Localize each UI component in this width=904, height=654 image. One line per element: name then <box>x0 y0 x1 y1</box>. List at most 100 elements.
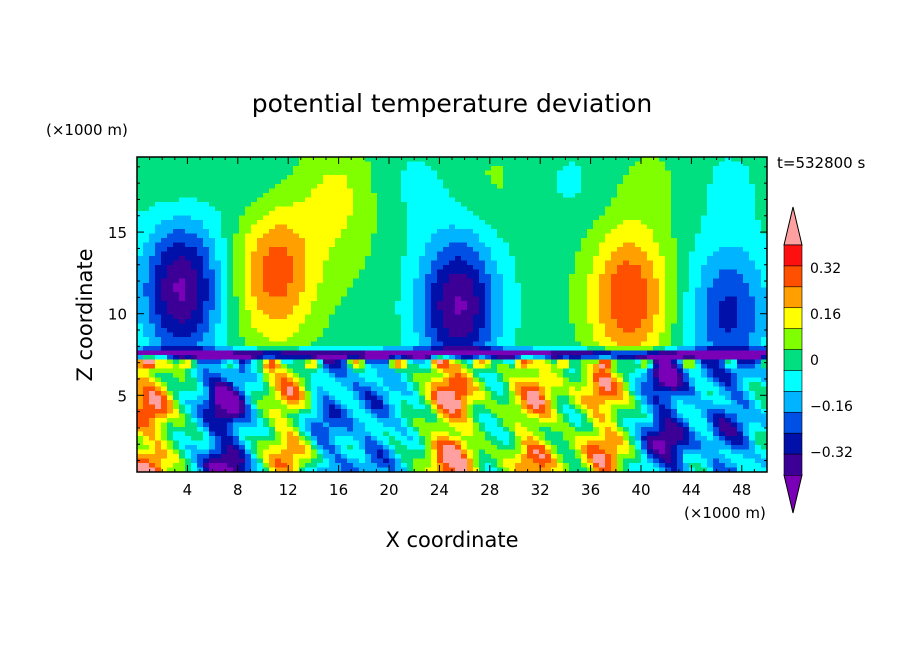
field-cell <box>251 454 258 460</box>
field-cell <box>179 224 186 230</box>
field-cell <box>557 161 564 167</box>
field-cell <box>413 247 420 253</box>
field-cell <box>401 283 408 289</box>
field-cell <box>179 310 186 316</box>
field-cell <box>275 220 282 226</box>
field-cell <box>293 328 300 334</box>
field-cell <box>479 395 486 401</box>
field-cell <box>515 413 522 419</box>
field-cell <box>545 458 552 464</box>
field-cell <box>539 431 546 437</box>
field-cell <box>245 400 252 406</box>
field-cell <box>239 386 246 392</box>
field-cell <box>533 319 540 325</box>
field-cell <box>521 332 528 338</box>
field-cell <box>275 458 282 464</box>
field-cell <box>509 382 516 388</box>
field-cell <box>503 368 510 374</box>
field-cell <box>497 355 504 361</box>
field-cell <box>557 202 564 208</box>
field-cell <box>209 422 216 428</box>
field-cell <box>359 157 366 163</box>
field-cell <box>425 287 432 293</box>
field-cell <box>233 346 240 352</box>
field-cell <box>275 427 282 433</box>
field-cell <box>155 413 162 419</box>
field-cell <box>263 283 270 289</box>
field-cell <box>377 283 384 289</box>
field-cell <box>257 229 264 235</box>
field-cell <box>419 359 426 365</box>
field-cell <box>341 256 348 262</box>
field-cell <box>413 184 420 190</box>
field-cell <box>533 175 540 181</box>
field-cell <box>383 292 390 298</box>
field-cell <box>221 265 228 271</box>
field-cell <box>245 260 252 266</box>
field-cell <box>437 373 444 379</box>
field-cell <box>527 224 534 230</box>
field-cell <box>383 188 390 194</box>
field-cell <box>257 170 264 176</box>
field-cell <box>377 328 384 334</box>
field-cell <box>365 332 372 338</box>
field-cell <box>551 265 558 271</box>
field-cell <box>449 301 456 307</box>
field-cell <box>443 400 450 406</box>
field-cell <box>485 301 492 307</box>
field-cell <box>473 224 480 230</box>
field-cell <box>239 179 246 185</box>
field-cell <box>221 431 228 437</box>
field-cell <box>143 202 150 208</box>
field-cell <box>491 251 498 257</box>
field-cell <box>389 382 396 388</box>
field-cell <box>221 260 228 266</box>
field-cell <box>443 161 450 167</box>
field-cell <box>317 395 324 401</box>
field-cell <box>233 445 240 451</box>
field-cell <box>377 188 384 194</box>
field-cell <box>521 269 528 275</box>
field-cell <box>137 292 144 298</box>
field-cell <box>161 350 168 356</box>
field-cell <box>437 404 444 410</box>
field-cell <box>503 341 510 347</box>
field-cell <box>275 341 282 347</box>
field-cell <box>221 368 228 374</box>
field-cell <box>287 350 294 356</box>
field-cell <box>257 260 264 266</box>
field-cell <box>233 413 240 419</box>
field-cell <box>521 184 528 190</box>
field-cell <box>437 238 444 244</box>
field-cell <box>185 310 192 316</box>
field-cell <box>311 454 318 460</box>
field-cell <box>263 341 270 347</box>
field-cell <box>299 265 306 271</box>
field-cell <box>479 350 486 356</box>
field-cell <box>203 364 210 370</box>
field-cell <box>335 364 342 370</box>
field-cell <box>317 350 324 356</box>
field-cell <box>335 386 342 392</box>
field-cell <box>173 314 180 320</box>
field-cell <box>557 467 564 472</box>
field-cell <box>509 179 516 185</box>
field-cell <box>401 422 408 428</box>
field-cell <box>389 373 396 379</box>
field-cell <box>443 467 450 472</box>
field-cell <box>293 269 300 275</box>
field-cell <box>353 220 360 226</box>
field-cell <box>215 337 222 343</box>
field-cell <box>365 157 372 163</box>
field-cell <box>293 265 300 271</box>
field-cell <box>371 463 378 469</box>
field-cell <box>455 400 462 406</box>
field-cell <box>215 179 222 185</box>
field-cell <box>521 413 528 419</box>
field-cell <box>419 319 426 325</box>
field-cell <box>281 467 288 472</box>
field-cell <box>143 238 150 244</box>
field-cell <box>413 278 420 284</box>
field-cell <box>203 404 210 410</box>
field-cell <box>269 202 276 208</box>
